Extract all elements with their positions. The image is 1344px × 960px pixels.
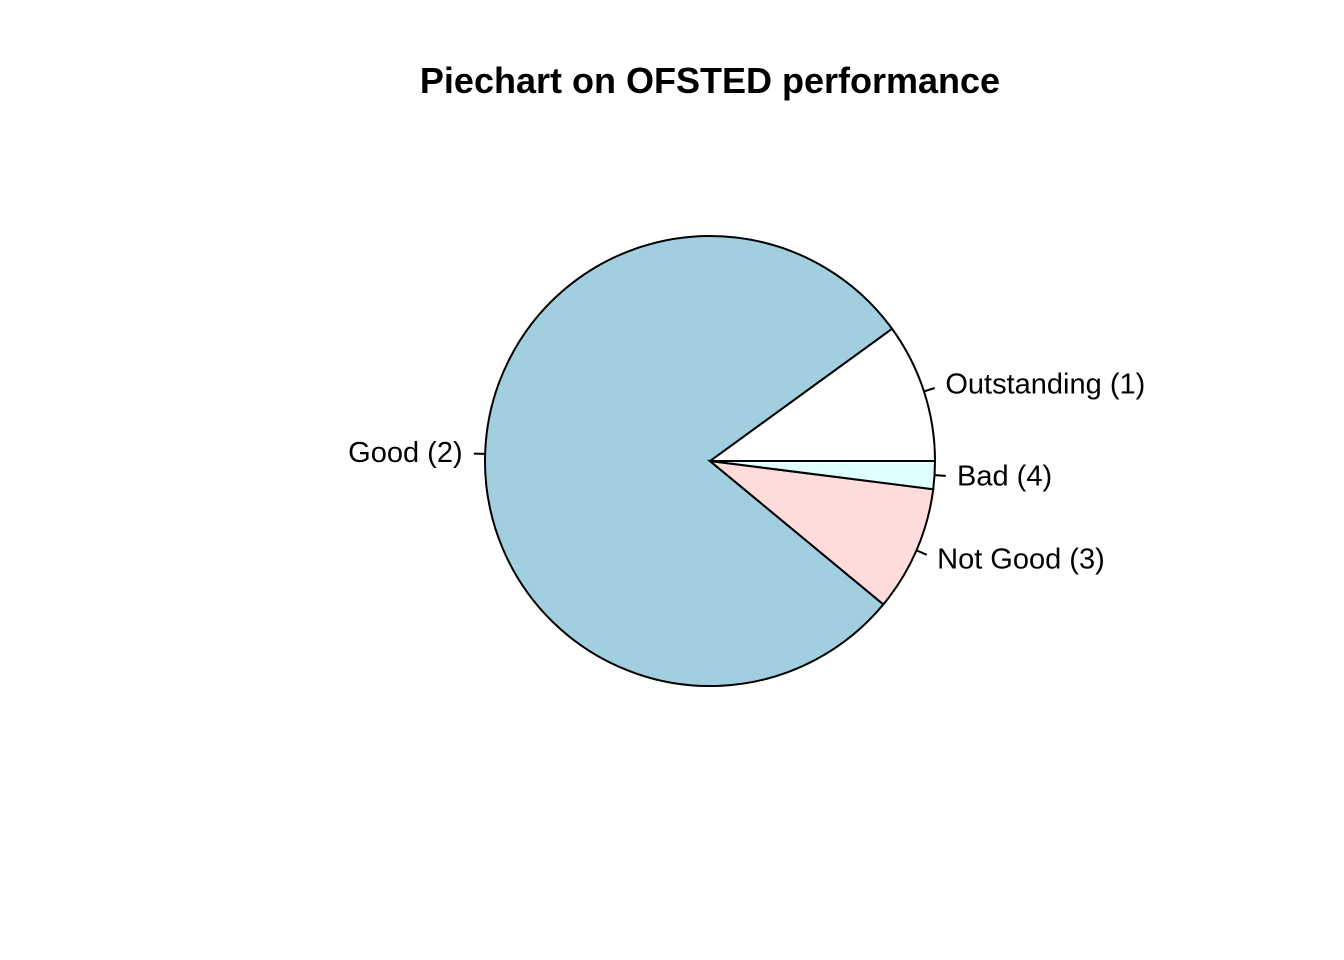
slice-labels: Outstanding (1) Good (2) Not Good (3) Bad (… bbox=[348, 369, 1145, 576]
leader-line-not-good bbox=[916, 549, 928, 556]
slice-label-bad: Bad (4) bbox=[957, 461, 1052, 493]
pie-slice-outstanding bbox=[706, 327, 937, 462]
leader-line-outstanding bbox=[923, 387, 935, 393]
pie-slice-not-good bbox=[706, 459, 935, 606]
slice-label-good: Good (2) bbox=[348, 437, 462, 469]
pie-slices bbox=[484, 235, 937, 688]
pie-slice-good bbox=[484, 235, 894, 688]
pie-slice-bad bbox=[709, 460, 937, 491]
slice-label-outstanding: Outstanding (1) bbox=[945, 369, 1145, 401]
chart-title: Piechart on OFSTED performance bbox=[420, 60, 1000, 101]
leader-line-bad bbox=[934, 474, 946, 477]
slice-label-not-good: Not Good (3) bbox=[937, 543, 1105, 575]
label-leader-lines bbox=[473, 387, 946, 556]
